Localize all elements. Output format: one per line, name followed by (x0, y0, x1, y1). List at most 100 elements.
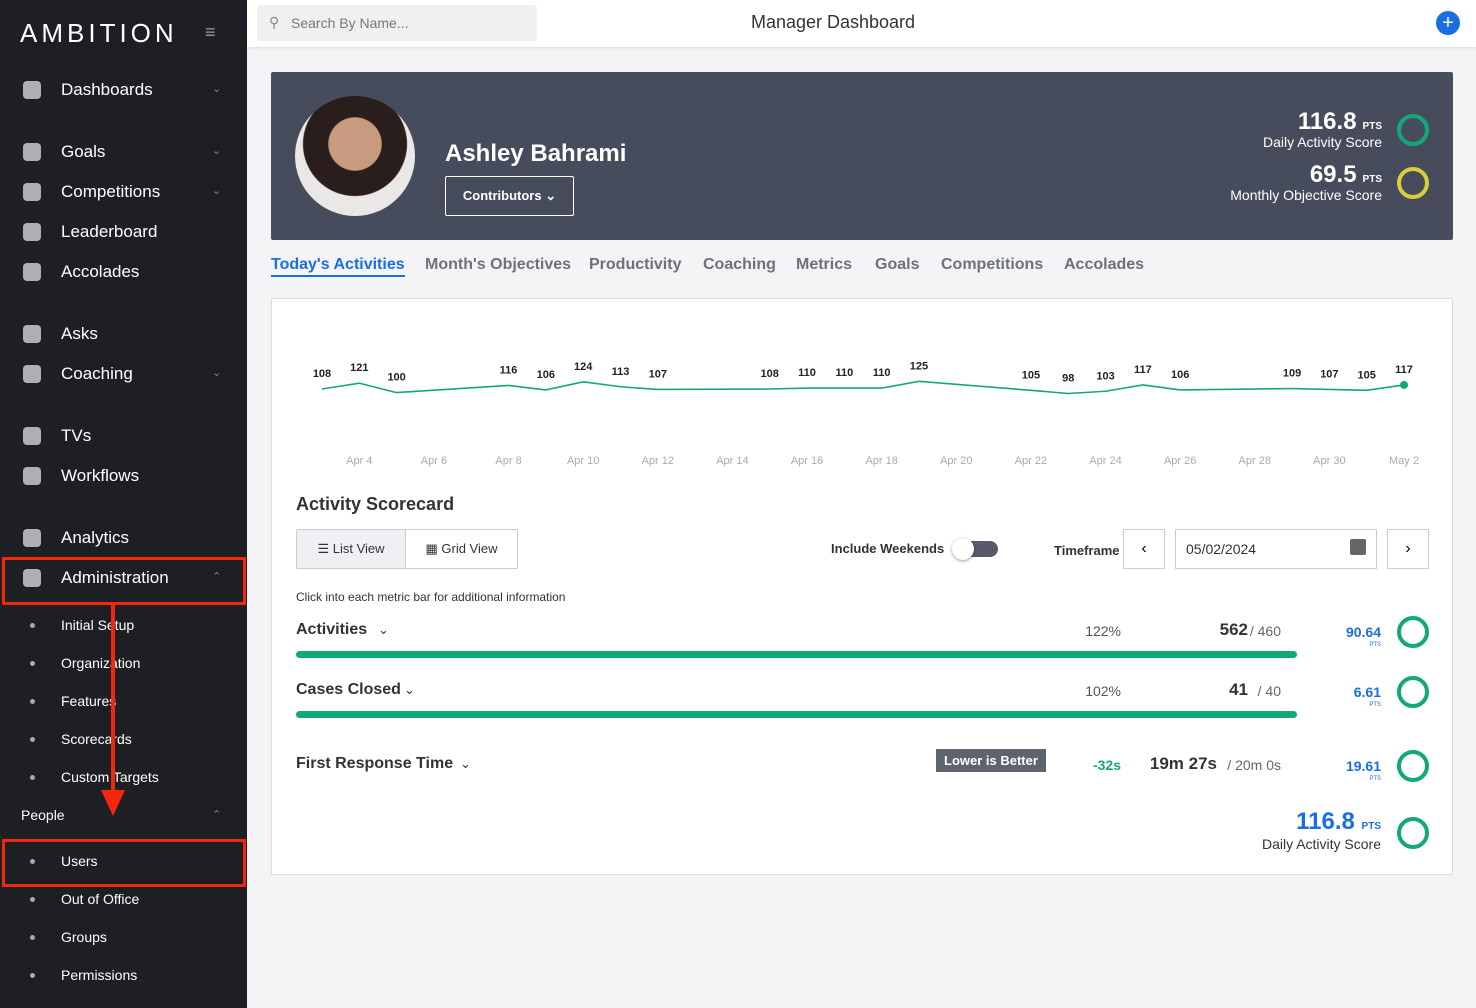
data-label: 124 (574, 361, 593, 373)
line (1030, 384, 1181, 395)
metric-name[interactable]: First Response Time (296, 755, 454, 772)
metric-change: -32s (1092, 757, 1121, 773)
bullet (30, 775, 35, 780)
line (508, 380, 658, 391)
nav-item[interactable]: Accolades (61, 262, 140, 281)
weekends-toggle[interactable] (952, 538, 998, 560)
next-button[interactable]: › (1387, 529, 1429, 569)
nav-item[interactable]: Asks (61, 324, 98, 343)
data-label: 106 (537, 369, 555, 381)
metric-chevron: ⌄ (404, 682, 415, 697)
prev-button[interactable]: ‹ (1123, 529, 1165, 569)
nav-item[interactable]: Administration (61, 568, 169, 587)
last-point (1400, 380, 1408, 389)
tab[interactable]: Productivity (589, 256, 682, 273)
x-tick-label: Apr 14 (716, 455, 748, 467)
data-label: 107 (649, 368, 667, 380)
metric-unit: PTS (1369, 776, 1381, 782)
tab[interactable]: Accolades (1064, 256, 1145, 273)
score-label: Monthly Objective Score (1230, 187, 1382, 203)
data-label: 103 (1096, 370, 1114, 382)
metric-points: 19.61 (1345, 758, 1381, 774)
metric-name[interactable]: Activities (296, 621, 368, 638)
nav-item[interactable]: TVs (61, 426, 92, 445)
total-unit: PTS (1361, 821, 1381, 832)
list-view-label: List View (332, 541, 385, 556)
metric-target: / 460 (1249, 623, 1281, 639)
metric-name[interactable]: Cases Closed (296, 681, 401, 698)
score-ring (1397, 167, 1429, 199)
nav-item[interactable]: Analytics (61, 528, 130, 547)
nav-icon (23, 529, 41, 547)
list-view-button[interactable]: ☰ List View (297, 530, 406, 568)
nav-item[interactable]: Coaching (61, 364, 133, 383)
scorecard-title: Activity Scorecard (296, 494, 455, 514)
section-title[interactable]: People (21, 807, 65, 823)
score-label: Daily Activity Score (1262, 134, 1382, 150)
metric-target: / 20m 0s (1227, 757, 1281, 773)
nav-subitem[interactable]: Organization (61, 655, 141, 671)
view-toggle: ☰ List View ▦ Grid View (296, 529, 518, 569)
metric-value: 19m 27s (1149, 754, 1217, 773)
metric-ring (1397, 616, 1429, 648)
tab[interactable]: Coaching (703, 256, 776, 273)
grid-view-button[interactable]: ▦ Grid View (425, 541, 498, 556)
data-label: 110 (798, 367, 816, 379)
metric-bar[interactable] (296, 651, 1297, 658)
score-value: 69.5 (1309, 161, 1357, 188)
search-box[interactable]: ⚲ Search By Name... (257, 5, 537, 41)
nav-subitem[interactable]: Groups (61, 929, 107, 945)
x-tick-label: Apr 22 (1015, 455, 1047, 467)
nav-subitem[interactable]: Scorecards (61, 731, 132, 747)
bullet (30, 661, 35, 666)
date-input[interactable]: 05/02/2024 (1175, 529, 1377, 569)
data-label: 107 (1320, 368, 1338, 380)
arrow-shaft (111, 602, 115, 792)
data-label: 108 (761, 368, 779, 380)
nav-subitem[interactable]: Features (61, 693, 117, 709)
contributors-button[interactable]: Contributors ⌄ (445, 176, 574, 216)
x-tick-label: Apr 16 (791, 455, 823, 467)
nav-item[interactable]: Workflows (61, 466, 140, 485)
profile-name: Ashley Bahrami (445, 140, 627, 167)
nav-item[interactable]: Dashboards (61, 80, 153, 99)
x-tick-label: Apr 18 (865, 455, 897, 467)
data-label: 116 (500, 364, 518, 376)
add-button[interactable]: + (1436, 11, 1460, 35)
data-label: 106 (1171, 369, 1189, 381)
highlight-box (2, 557, 246, 605)
data-label: 108 (313, 368, 331, 380)
nav-item[interactable]: Leaderboard (61, 222, 158, 241)
nav-chevron: ⌄ (212, 83, 222, 95)
nav-item[interactable]: Competitions (61, 182, 161, 201)
nav-subitem[interactable]: Initial Setup (61, 617, 135, 633)
x-tick-label: Apr 10 (567, 455, 599, 467)
nav-icon (23, 365, 41, 383)
tab[interactable]: Competitions (941, 256, 1044, 273)
activity-chart: Apr 4 Apr 6 Apr 8 Apr 10 Apr 12 Apr 14 Apr 16 A… (313, 360, 1419, 467)
x-tick-label: Apr 12 (642, 455, 674, 467)
collapse-icon[interactable]: ≡ (205, 22, 216, 42)
tab[interactable]: Month's Objectives (425, 256, 572, 273)
nav-chevron: ⌄ (212, 145, 222, 157)
bullet (30, 737, 35, 742)
line (769, 380, 920, 390)
tab[interactable]: Metrics (796, 256, 853, 273)
bullet (30, 699, 35, 704)
line (321, 382, 397, 394)
tab[interactable]: Goals (875, 256, 920, 273)
nav-item[interactable]: Goals (61, 142, 106, 161)
nav-subitem[interactable]: Permissions (61, 967, 138, 983)
metric-bar[interactable] (296, 711, 1297, 718)
page-title: Manager Dashboard (750, 12, 916, 32)
bullet (30, 859, 35, 864)
metric-ring (1397, 750, 1429, 782)
nav-subitem[interactable]: Users (61, 853, 98, 869)
score-ring (1397, 817, 1429, 849)
nav-subitem[interactable]: Custom Targets (61, 769, 159, 785)
tab[interactable]: Today's Activities (271, 256, 405, 277)
bullet (30, 973, 35, 978)
x-tick-label: Apr 28 (1239, 455, 1271, 467)
total-value: 116.8 (1296, 808, 1355, 835)
nav-subitem[interactable]: Out of Office (61, 891, 140, 907)
